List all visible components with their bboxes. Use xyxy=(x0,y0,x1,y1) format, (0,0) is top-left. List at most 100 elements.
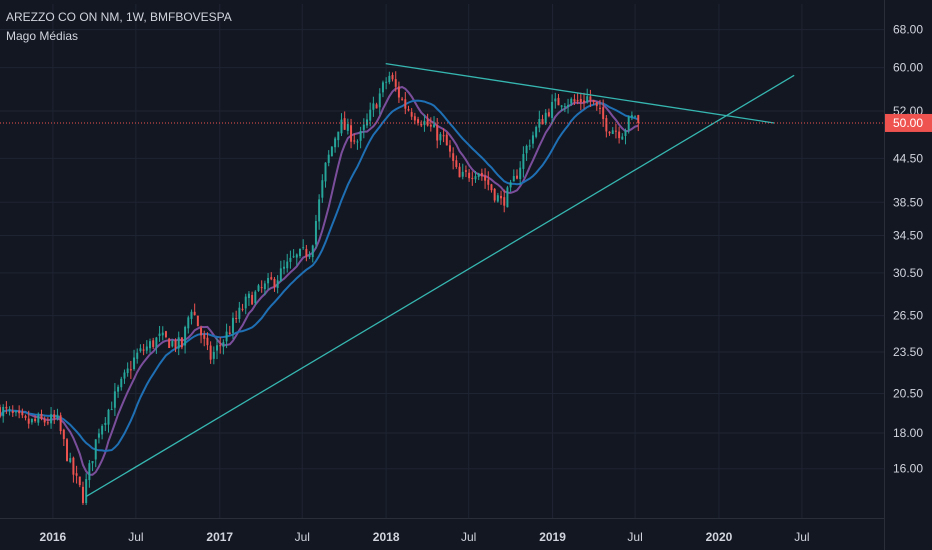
candle-body xyxy=(452,153,455,161)
candle-body xyxy=(228,332,231,334)
candle-body xyxy=(318,199,321,222)
candle-body xyxy=(391,74,394,80)
candle-body xyxy=(583,100,586,103)
candle-body xyxy=(231,317,234,333)
candle xyxy=(34,415,37,423)
candle-body xyxy=(592,100,595,103)
candle-body xyxy=(624,130,627,136)
candle xyxy=(184,325,187,354)
candle xyxy=(302,239,305,250)
x-tick-label: Jul xyxy=(794,530,809,544)
candle-body xyxy=(8,409,11,411)
candle xyxy=(621,133,624,140)
candle-body xyxy=(69,458,72,462)
candle-body xyxy=(139,348,142,352)
candle-body xyxy=(209,345,212,360)
candle-body xyxy=(458,166,461,178)
candle xyxy=(372,96,375,117)
candle xyxy=(279,260,282,282)
candle xyxy=(286,253,289,273)
candle xyxy=(11,405,14,417)
candle-body xyxy=(149,341,151,349)
candle-body xyxy=(5,406,8,409)
candle-body xyxy=(423,120,426,126)
x-tick-label: 2019 xyxy=(539,530,566,544)
candle xyxy=(273,277,276,292)
candle xyxy=(634,115,637,119)
candle-body xyxy=(340,119,343,134)
candle xyxy=(289,250,292,269)
candle xyxy=(21,408,24,419)
candle xyxy=(149,338,151,353)
candle-body xyxy=(212,351,215,359)
candle-body xyxy=(107,409,110,425)
candle xyxy=(193,303,196,316)
candle-body xyxy=(104,422,107,425)
candle xyxy=(614,123,617,139)
trendline-resistance xyxy=(385,62,775,124)
candle xyxy=(53,409,56,424)
indicator-name: Mago Médias xyxy=(6,29,79,43)
x-tick-label: Jul xyxy=(461,530,476,544)
candle-body xyxy=(81,486,84,503)
candle xyxy=(235,310,238,323)
candle xyxy=(618,126,621,144)
candle-body xyxy=(101,425,104,435)
y-tick-label: 20.50 xyxy=(893,386,923,400)
candle-body xyxy=(512,176,515,182)
candle xyxy=(129,360,132,379)
candle xyxy=(420,120,423,128)
candle xyxy=(519,161,522,185)
candle-body xyxy=(350,125,353,142)
candle-body xyxy=(611,130,614,134)
candle-body xyxy=(397,86,400,98)
candle xyxy=(263,280,266,296)
candle xyxy=(458,163,461,178)
plot-area xyxy=(0,62,795,506)
candle-body xyxy=(487,179,490,185)
candle xyxy=(381,80,384,98)
candle xyxy=(180,337,183,350)
candle xyxy=(579,92,582,111)
candle-body xyxy=(506,187,509,208)
x-tick-label: 2020 xyxy=(706,530,733,544)
candle-body xyxy=(445,134,448,146)
candle xyxy=(113,383,116,416)
moving-average-8 xyxy=(0,85,639,476)
candle xyxy=(464,165,467,178)
candle-body xyxy=(14,411,17,413)
candle-body xyxy=(420,124,423,126)
candle xyxy=(359,126,362,149)
y-tick-label: 60.00 xyxy=(893,61,923,75)
candle-body xyxy=(244,296,247,309)
candle-body xyxy=(388,75,391,83)
candle-body xyxy=(27,418,30,424)
candle xyxy=(50,407,53,429)
candle xyxy=(94,439,97,468)
candle xyxy=(429,117,432,132)
candle-body xyxy=(474,176,477,180)
candle-body xyxy=(75,473,78,476)
candle-body xyxy=(496,195,499,202)
candle xyxy=(413,112,416,125)
candle-body xyxy=(222,342,225,347)
candle-body xyxy=(145,346,148,351)
candle xyxy=(484,168,487,189)
candle-body xyxy=(324,162,327,182)
candle-body xyxy=(187,317,190,329)
candle-body xyxy=(490,184,493,191)
candle xyxy=(133,349,136,371)
candle-body xyxy=(544,112,547,124)
candle xyxy=(104,417,107,432)
candle-body xyxy=(85,479,88,504)
x-tick-label: Jul xyxy=(627,530,642,544)
candle-body xyxy=(528,145,531,147)
candle xyxy=(350,118,353,149)
candle xyxy=(474,170,477,183)
candle xyxy=(222,339,225,355)
candle xyxy=(541,114,544,125)
candle-body xyxy=(235,318,238,320)
candle-body xyxy=(401,98,404,100)
candle-body xyxy=(94,439,97,460)
